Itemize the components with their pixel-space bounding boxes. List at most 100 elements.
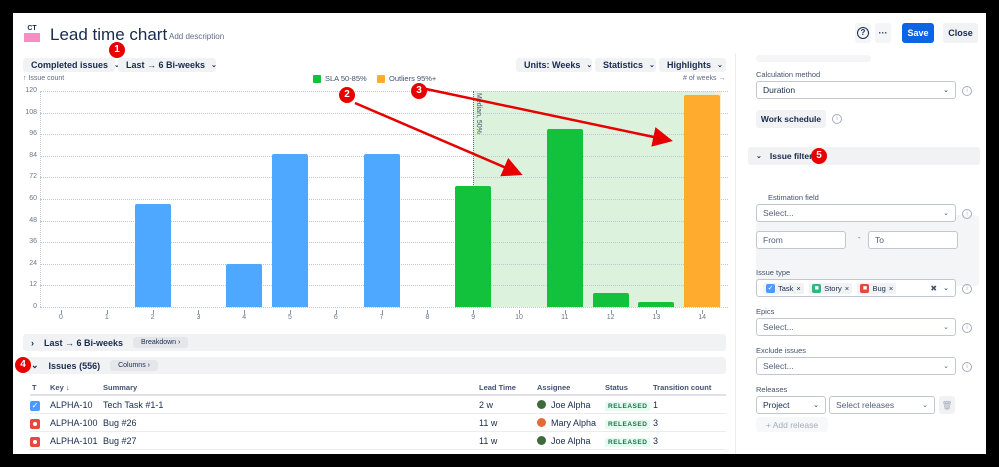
info-icon[interactable]: i: [962, 209, 972, 219]
panel-divider: [735, 53, 736, 454]
bar-13[interactable]: [638, 301, 675, 307]
from-input[interactable]: From: [756, 231, 846, 249]
columns-button[interactable]: Columns ›: [110, 360, 158, 371]
issue-type-chip[interactable]: ✓ Task ×: [763, 282, 804, 294]
y-tick: 84: [29, 151, 37, 159]
releases-scope-select[interactable]: Project ⌄: [756, 396, 826, 414]
transition-count: 1: [653, 400, 659, 410]
bar-11[interactable]: [546, 128, 583, 307]
assignee: Joe Alpha: [537, 436, 591, 446]
statistics-dropdown[interactable]: Statistics ⌄: [595, 58, 656, 72]
issue-filter-section[interactable]: ⌄ Issue filter: [748, 147, 980, 165]
key-column-header[interactable]: Key ↓: [50, 383, 70, 392]
chevron-right-icon: ›: [31, 337, 34, 348]
x-tick: 4: [242, 314, 247, 321]
table-row[interactable]: ✓ ALPHA-10 Tech Task #1-1 2 w Joe Alpha …: [30, 396, 726, 414]
bug-type-icon: [30, 437, 40, 447]
remove-chip-icon[interactable]: ×: [844, 284, 850, 293]
bug-type-icon: ■: [860, 284, 870, 293]
story-type-icon: ■: [812, 284, 822, 293]
task-type-icon: ✓: [30, 400, 40, 411]
table-row[interactable]: ALPHA-101 Bug #27 11 w Joe Alpha RELEASE…: [30, 432, 726, 450]
y-tick: 24: [29, 259, 37, 267]
add-description-link[interactable]: Add description: [169, 32, 225, 41]
chevron-down-icon: ⌄: [943, 285, 949, 292]
status-badge: RELEASED: [605, 420, 651, 429]
scrolled-element: [756, 55, 871, 62]
bar-14[interactable]: [684, 94, 721, 307]
annotation-arrows: [354, 87, 673, 177]
info-icon[interactable]: i: [832, 114, 842, 124]
y-tick: 120: [25, 87, 37, 94]
units-dropdown[interactable]: Units: Weeks ⌄: [516, 58, 592, 72]
bar-4[interactable]: [226, 263, 263, 307]
info-icon[interactable]: i: [962, 284, 972, 294]
bar-2[interactable]: [134, 204, 171, 307]
x-tick: 13: [652, 314, 661, 321]
releases-select[interactable]: Select releases ⌄: [829, 396, 935, 414]
lead-time-chart: 0 12 24 36 48 60 72 84 96 108 120 Median, 50% 0 1 2 3 4 5…: [13, 83, 733, 335]
to-input[interactable]: To: [868, 231, 958, 249]
issue-key-link[interactable]: ALPHA-100: [50, 418, 98, 428]
page-title: Lead time chart: [50, 25, 168, 44]
remove-chip-icon[interactable]: ×: [888, 284, 894, 293]
legend-sla[interactable]: SLA 50-85%: [313, 74, 367, 83]
y-tick: 0: [33, 303, 37, 310]
gridline: [40, 307, 728, 308]
info-icon[interactable]: i: [962, 323, 972, 333]
period-dropdown[interactable]: Last → 6 Bi-weeks ⌄: [118, 58, 217, 72]
gridline: [40, 134, 728, 136]
work-schedule-button[interactable]: Work schedule: [756, 110, 826, 128]
x-tick: 9: [471, 314, 476, 321]
highlights-dropdown[interactable]: Highlights ⌄: [659, 58, 726, 72]
breakdown-section[interactable]: › Last → 6 Bi-weeks Breakdown ›: [23, 334, 726, 351]
epics-select[interactable]: Select... ⌄: [756, 318, 956, 336]
callout-5: 5: [811, 148, 827, 164]
issue-type-chip[interactable]: ■ Bug ×: [857, 283, 897, 294]
issues-section[interactable]: ⌄ Issues (556) Columns ›: [23, 357, 726, 374]
sort-desc-icon: ↓: [65, 383, 70, 392]
chevron-down-icon: ⌄: [943, 210, 949, 217]
issue-summary: Bug #27: [103, 436, 137, 446]
avatar: [537, 418, 546, 427]
issue-type-select[interactable]: ✓ Task × ■ Story × ■ Bug × ✖ ⌄: [756, 279, 956, 297]
breakdown-button[interactable]: Breakdown ›: [133, 337, 189, 348]
table-row[interactable]: ALPHA-100 Bug #26 11 w Mary Alpha RELEAS…: [30, 414, 726, 432]
x-axis-label: # of weeks →: [683, 75, 726, 82]
legend-outliers[interactable]: Outliers 95%+: [377, 74, 436, 83]
trash-icon: 🗑: [941, 399, 953, 410]
close-button[interactable]: Close: [943, 23, 978, 43]
chevron-down-icon: ⌄: [756, 153, 762, 160]
issues-filter-dropdown[interactable]: Completed issues ⌄: [23, 58, 120, 72]
bar-9[interactable]: [455, 186, 492, 307]
clear-icon[interactable]: ✖: [930, 283, 938, 293]
add-release-button[interactable]: + Add release: [756, 417, 828, 432]
calculation-method-select[interactable]: Duration ⌄: [756, 81, 956, 99]
issue-key-link[interactable]: ALPHA-10: [50, 400, 93, 410]
chevron-down-icon: ⌄: [813, 402, 819, 409]
info-icon[interactable]: i: [962, 362, 972, 372]
issue-key-link[interactable]: ALPHA-101: [50, 436, 98, 446]
help-button[interactable]: ?: [855, 23, 871, 43]
info-icon[interactable]: i: [962, 86, 972, 96]
callout-2: 2: [339, 87, 355, 103]
estimation-field-select[interactable]: Select... ⌄: [756, 204, 956, 222]
chevron-down-icon: ⌄: [922, 402, 928, 409]
remove-chip-icon[interactable]: ×: [796, 283, 801, 293]
assignee: Joe Alpha: [537, 400, 591, 410]
issue-type-chip[interactable]: ■ Story ×: [809, 283, 853, 294]
legend-swatch: [313, 74, 321, 83]
bar-12[interactable]: [592, 292, 629, 307]
bar-5[interactable]: [272, 154, 308, 307]
chevron-down-icon: ⌄: [211, 62, 217, 69]
save-button[interactable]: Save: [902, 23, 934, 43]
exclude-issues-select[interactable]: Select... ⌄: [756, 357, 956, 375]
settings-panel: Calculation method Duration ⌄ i Work sche…: [743, 53, 986, 454]
bug-type-icon: [30, 419, 40, 429]
bar-7[interactable]: [363, 154, 400, 307]
delete-release-button[interactable]: 🗑: [939, 396, 955, 414]
chevron-down-icon: ⌄: [943, 324, 949, 331]
more-button[interactable]: ···: [875, 23, 891, 43]
app-window: CT Lead time chart Add description ? ···…: [13, 13, 986, 454]
transition-count: 3: [653, 436, 659, 446]
